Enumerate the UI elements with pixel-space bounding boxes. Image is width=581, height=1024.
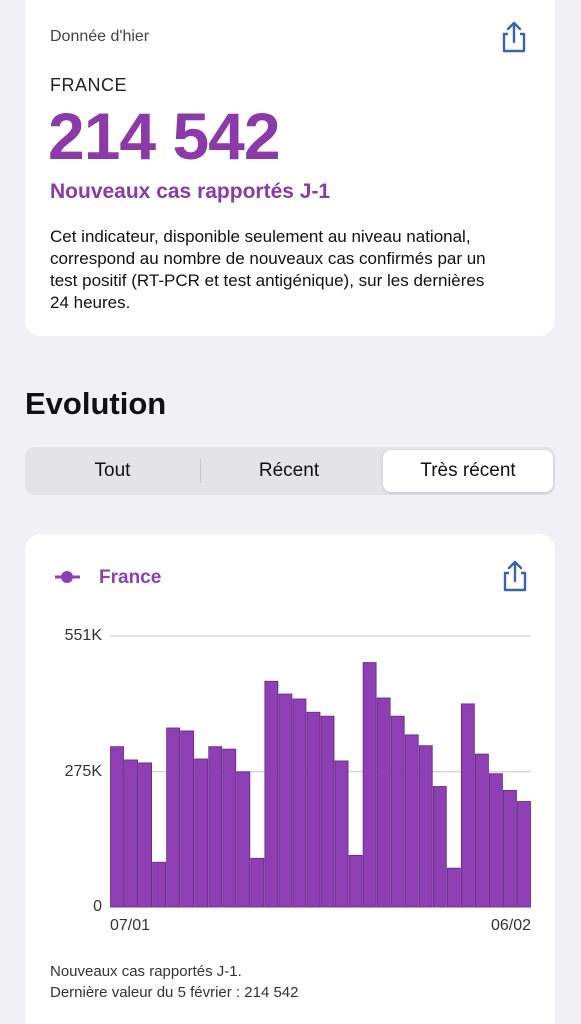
y-tick-label: 551K (65, 627, 103, 644)
bar (194, 758, 209, 908)
main-value: 214 542 (48, 99, 281, 173)
bar (488, 773, 503, 908)
bar (208, 746, 223, 908)
bar (306, 711, 321, 908)
bar (376, 697, 391, 908)
description: Cet indicateur, disponible seulement au … (50, 227, 486, 312)
bar (236, 771, 251, 908)
bar (138, 762, 152, 908)
region: FRANCE (50, 75, 128, 95)
bar (474, 753, 489, 908)
share-button[interactable] (499, 20, 529, 54)
share-button[interactable] (503, 560, 527, 592)
chart-footnote: Dernière valeur du 5 février : 214 542 (50, 984, 299, 1001)
bar (166, 727, 181, 908)
segment[interactable]: Tout (94, 460, 131, 481)
bar (278, 693, 293, 908)
bar (152, 861, 167, 908)
section-title: Evolution (25, 386, 167, 421)
bar (334, 760, 349, 908)
bar (362, 662, 377, 908)
indicator-name: Nouveaux cas rapportés J-1 (50, 180, 331, 203)
y-tick-label: 0 (93, 898, 102, 915)
bar (418, 745, 433, 908)
segment-divider (200, 459, 201, 483)
bar (503, 790, 517, 908)
bar (222, 748, 237, 908)
summary-card: Donnée d'hier FRANCE 214 542 Nouveaux ca… (25, 0, 555, 336)
bar (250, 857, 265, 908)
segment[interactable]: Récent (258, 460, 320, 481)
bar (180, 730, 195, 908)
bar (124, 759, 138, 908)
bar (517, 801, 531, 908)
bar (320, 715, 335, 908)
segmented-control: Tout Récent Très récent (25, 447, 555, 495)
legend-label: France (99, 567, 161, 588)
x-tick-label: 06/02 (491, 917, 531, 934)
bar (404, 734, 419, 908)
bar (460, 703, 475, 908)
bar (348, 854, 363, 908)
y-tick-label: 275K (65, 763, 103, 780)
x-tick-label: 07/01 (110, 917, 150, 934)
segment-selected[interactable]: Très récent (383, 450, 553, 492)
bar (264, 680, 279, 908)
chart: France 0 275K 551K 07/01 06/02 (55, 560, 531, 934)
legend-marker (61, 571, 73, 583)
bar (390, 715, 405, 908)
data-date: Donnée d'hier (50, 28, 150, 45)
bar (446, 867, 461, 908)
bar (292, 698, 307, 908)
bar (432, 786, 447, 908)
chart-footnote: Nouveaux cas rapportés J-1. (50, 963, 242, 980)
chart-card: France 0 275K 551K 07/01 06/02 Nouveaux cas r… (25, 534, 555, 1024)
bar (110, 746, 124, 908)
